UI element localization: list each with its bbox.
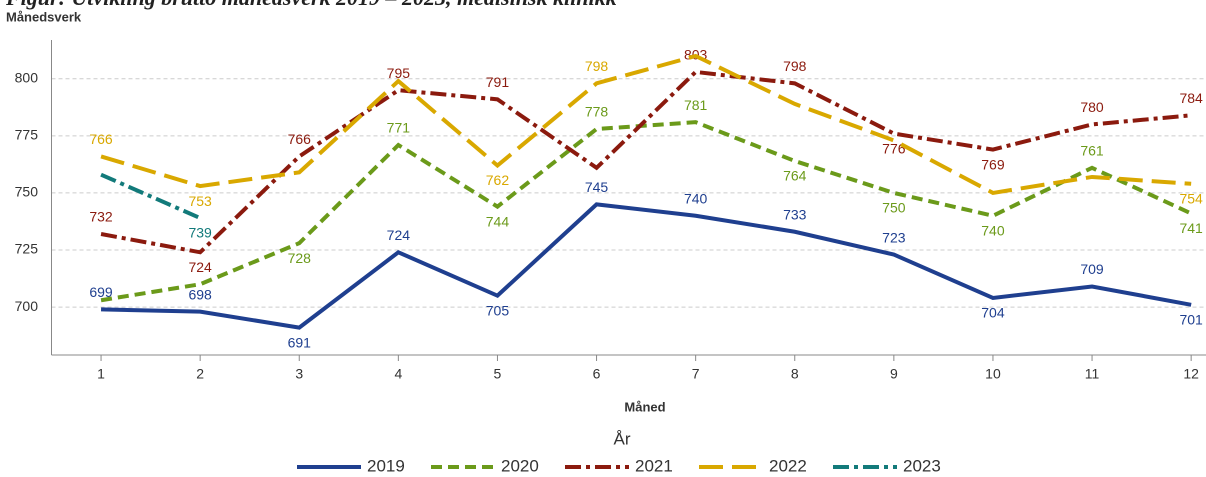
data-label: 724 [188,259,212,275]
x-tick-label: 10 [985,366,1001,382]
y-tick-label: 700 [15,298,39,314]
y-axis-label: Månedsverk [6,9,82,24]
data-label: 723 [882,229,906,245]
data-label: 766 [288,131,312,147]
data-label: 754 [1179,191,1203,207]
data-label: 780 [1080,99,1104,115]
data-label: 769 [981,156,1005,172]
legend-label: 2019 [367,456,405,475]
data-label: 798 [783,58,807,74]
data-label: 704 [981,305,1005,321]
data-label: 699 [89,284,113,300]
x-tick-label: 5 [494,366,502,382]
x-axis-label: Måned [624,399,665,414]
y-tick-label: 750 [15,184,39,200]
data-label: 740 [981,222,1005,238]
y-tick-label: 775 [15,127,39,143]
data-label: 709 [1080,261,1104,277]
x-tick-label: 9 [890,366,898,382]
data-label: 764 [783,168,807,184]
data-label: 732 [89,209,113,225]
data-label: 791 [486,74,510,90]
data-label: 784 [1179,90,1203,106]
data-label: 740 [684,190,708,206]
legend-label: 2020 [501,456,539,475]
data-label: 705 [486,302,510,318]
series-line [100,69,1192,255]
legend-title: År [614,429,631,448]
x-tick-label: 8 [791,366,799,382]
data-label: 776 [882,140,906,156]
data-label: 766 [89,131,113,147]
series-line [100,172,201,220]
x-tick-label: 2 [196,366,204,382]
data-label: 753 [188,193,212,209]
x-tick-label: 3 [295,366,303,382]
x-tick-label: 11 [1085,366,1100,382]
series-line [101,202,1192,330]
data-label: 750 [882,200,906,216]
series-line [100,53,1192,196]
data-label: 701 [1179,311,1203,327]
data-label: 698 [188,286,212,302]
legend-label: 2022 [769,456,807,475]
data-label: 761 [1080,143,1104,159]
x-tick-label: 12 [1183,366,1199,382]
x-tick-label: 4 [394,366,402,382]
data-label: 795 [387,65,411,81]
chart-title: Figur: Utvikling brutto månedsverk 2019 … [5,0,617,10]
data-label: 798 [585,58,609,74]
data-label: 745 [585,179,609,195]
legend-label: 2023 [903,456,941,475]
data-label: 733 [783,206,807,222]
data-label: 724 [387,227,411,243]
data-label: 691 [288,334,312,350]
series-line [100,120,1192,303]
data-label: 771 [387,120,411,136]
data-label: 744 [486,213,510,229]
data-label: 781 [684,97,708,113]
data-label: 739 [188,225,212,241]
x-tick-label: 7 [692,366,700,382]
legend-label: 2021 [635,456,673,475]
data-label: 762 [486,172,510,188]
x-tick-label: 1 [97,366,105,382]
data-label: 741 [1179,220,1203,236]
y-tick-label: 725 [15,241,39,257]
x-tick-label: 6 [593,366,601,382]
data-label: 778 [585,104,609,120]
data-label: 728 [288,250,312,266]
y-tick-label: 800 [15,70,39,86]
